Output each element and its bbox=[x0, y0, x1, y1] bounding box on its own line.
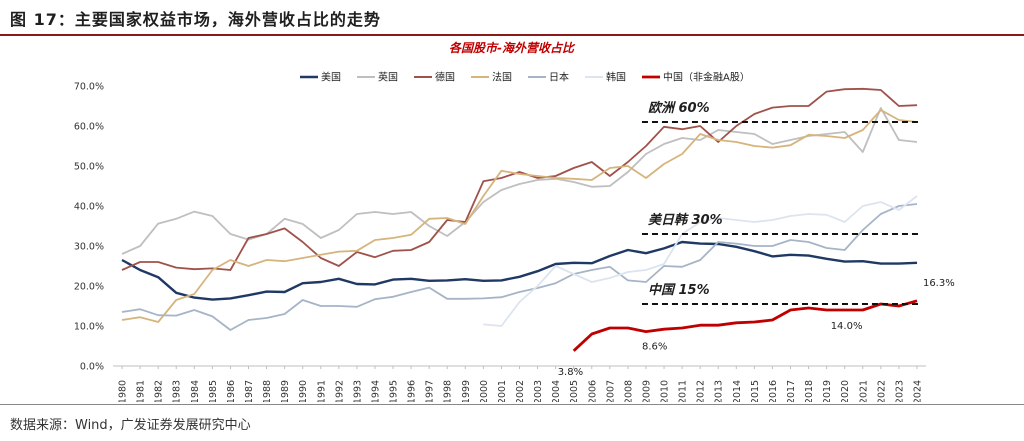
data-label: 3.8% bbox=[558, 367, 583, 378]
y-tick-label: 20.0% bbox=[74, 282, 104, 293]
x-tick-label: 2010 bbox=[660, 380, 671, 402]
x-tick-label: 1980 bbox=[118, 380, 129, 402]
legend-label: 韩国 bbox=[606, 71, 626, 84]
series-line bbox=[121, 109, 918, 323]
data-label: 16.3% bbox=[923, 278, 955, 289]
x-tick-label: 2000 bbox=[479, 380, 490, 402]
series-line bbox=[572, 299, 918, 352]
x-tick-label: 1995 bbox=[389, 380, 400, 402]
data-label: 8.6% bbox=[642, 342, 667, 353]
series-line bbox=[121, 107, 918, 255]
x-tick-label: 1988 bbox=[262, 380, 273, 402]
x-tick-label: 1992 bbox=[334, 380, 345, 402]
figure-header: 图 17：主要国家权益市场，海外营收占比的走势 bbox=[0, 0, 1024, 36]
line-chart: 各国股市-海外营收占比 0.0% 10.0% 20.0% 30.0% 40.0% 50.0%… bbox=[74, 41, 955, 402]
x-tick-label: 1994 bbox=[370, 380, 381, 402]
x-tick-label: 1983 bbox=[172, 380, 183, 402]
x-tick-label: 2017 bbox=[786, 380, 797, 402]
y-tick-label: 50.0% bbox=[74, 162, 104, 173]
x-tick-label: 2022 bbox=[876, 380, 887, 402]
x-tick-label: 1982 bbox=[154, 380, 165, 402]
legend-label: 美国 bbox=[321, 71, 341, 84]
source-note: 数据来源：Wind，广发证券发展研究中心 bbox=[10, 418, 251, 433]
x-tick-label: 2012 bbox=[696, 380, 707, 402]
x-tick-label: 2006 bbox=[587, 380, 598, 402]
legend-label: 英国 bbox=[378, 71, 398, 84]
x-tick-label: 1984 bbox=[190, 380, 201, 402]
x-tick-label: 2020 bbox=[840, 380, 851, 402]
x-tick-label: 1981 bbox=[136, 380, 147, 402]
y-tick-label: 70.0% bbox=[74, 82, 104, 93]
x-tick-label: 2023 bbox=[894, 380, 905, 402]
x-tick-label: 1993 bbox=[352, 380, 363, 402]
title-rule bbox=[0, 34, 1024, 36]
legend-label: 法国 bbox=[492, 71, 512, 84]
series-line bbox=[121, 240, 918, 301]
x-tick-label: 1999 bbox=[461, 380, 472, 402]
legend-label: 德国 bbox=[435, 71, 455, 84]
y-tick-label: 10.0% bbox=[74, 322, 104, 333]
x-tick-label: 1987 bbox=[244, 380, 255, 402]
x-tick-label: 2015 bbox=[750, 380, 761, 402]
reference-label: 美日韩 30% bbox=[648, 212, 723, 228]
y-tick-label: 30.0% bbox=[74, 242, 104, 253]
x-tick-label: 2019 bbox=[822, 380, 833, 402]
x-tick-label: 1998 bbox=[443, 380, 454, 402]
x-tick-label: 2011 bbox=[678, 380, 689, 402]
x-tick-label: 2002 bbox=[515, 380, 526, 402]
x-tick-label: 1986 bbox=[226, 380, 237, 402]
x-tick-label: 2001 bbox=[497, 380, 508, 402]
x-tick-label: 2013 bbox=[714, 380, 725, 402]
y-tick-label: 40.0% bbox=[74, 202, 104, 213]
x-tick-label: 2021 bbox=[858, 380, 869, 402]
reference-label: 欧洲 60% bbox=[648, 100, 710, 116]
chart-title: 各国股市-海外营收占比 bbox=[449, 41, 576, 55]
x-tick-label: 2024 bbox=[912, 380, 923, 402]
series-line bbox=[121, 87, 918, 271]
x-tick-label: 2014 bbox=[732, 380, 743, 402]
x-tick-label: 2009 bbox=[641, 380, 652, 402]
x-tick-label: 2005 bbox=[569, 380, 580, 402]
x-tick-label: 2007 bbox=[605, 380, 616, 402]
x-tick-label: 1991 bbox=[316, 380, 327, 402]
x-tick-label: 1997 bbox=[425, 380, 436, 402]
legend-label: 中国（非金融A股） bbox=[663, 71, 750, 84]
x-tick-label: 2018 bbox=[804, 380, 815, 402]
x-tick-label: 1989 bbox=[280, 380, 291, 402]
x-tick-label: 1985 bbox=[208, 380, 219, 402]
footer-rule bbox=[0, 404, 1024, 405]
legend-label: 日本 bbox=[549, 71, 569, 84]
x-tick-label: 1996 bbox=[407, 380, 418, 402]
x-tick-label: 2008 bbox=[623, 380, 634, 402]
x-tick-label: 2004 bbox=[551, 380, 562, 402]
data-label: 14.0% bbox=[831, 321, 863, 332]
y-tick-label: 0.0% bbox=[80, 362, 104, 373]
x-tick-label: 1990 bbox=[298, 380, 309, 402]
x-tick-label: 2016 bbox=[768, 380, 779, 402]
x-tick-label: 2003 bbox=[533, 380, 544, 402]
series-line bbox=[483, 195, 918, 327]
series-line bbox=[121, 203, 918, 331]
reference-label: 中国 15% bbox=[648, 282, 710, 298]
y-tick-label: 60.0% bbox=[74, 122, 104, 133]
figure-title: 图 17：主要国家权益市场，海外营收占比的走势 bbox=[10, 10, 381, 29]
